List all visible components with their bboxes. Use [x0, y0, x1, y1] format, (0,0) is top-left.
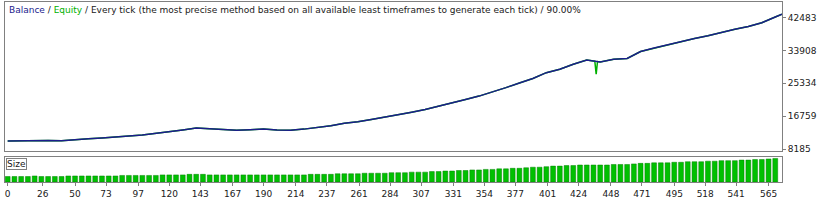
svg-text:331: 331	[445, 189, 462, 199]
svg-text:424: 424	[570, 189, 587, 199]
svg-text:377: 377	[507, 189, 524, 199]
svg-text:237: 237	[318, 189, 335, 199]
svg-text:Balance / Equity / Every tick: Balance / Equity / Every tick (the most …	[9, 5, 581, 15]
svg-text:73: 73	[100, 189, 111, 199]
svg-text:120: 120	[161, 189, 178, 199]
svg-text:97: 97	[133, 189, 144, 199]
svg-text:190: 190	[255, 189, 272, 199]
svg-text:401: 401	[539, 189, 556, 199]
svg-text:541: 541	[728, 189, 745, 199]
svg-text:33908: 33908	[788, 46, 817, 56]
svg-text:42483: 42483	[788, 13, 817, 23]
svg-text:471: 471	[633, 189, 650, 199]
svg-text:50: 50	[69, 189, 81, 199]
svg-text:307: 307	[413, 189, 430, 199]
svg-text:448: 448	[602, 189, 619, 199]
svg-text:495: 495	[666, 189, 683, 199]
svg-text:Size: Size	[7, 159, 26, 169]
svg-text:261: 261	[351, 189, 368, 199]
svg-text:167: 167	[224, 189, 241, 199]
svg-text:8185: 8185	[788, 144, 811, 154]
svg-text:26: 26	[37, 189, 49, 199]
svg-text:214: 214	[287, 189, 304, 199]
svg-text:25334: 25334	[788, 78, 817, 88]
svg-text:565: 565	[760, 189, 777, 199]
svg-text:0: 0	[5, 189, 11, 199]
svg-text:284: 284	[382, 189, 399, 199]
svg-text:354: 354	[476, 189, 493, 199]
svg-text:16759: 16759	[788, 111, 817, 121]
svg-text:518: 518	[697, 189, 714, 199]
svg-text:143: 143	[192, 189, 209, 199]
